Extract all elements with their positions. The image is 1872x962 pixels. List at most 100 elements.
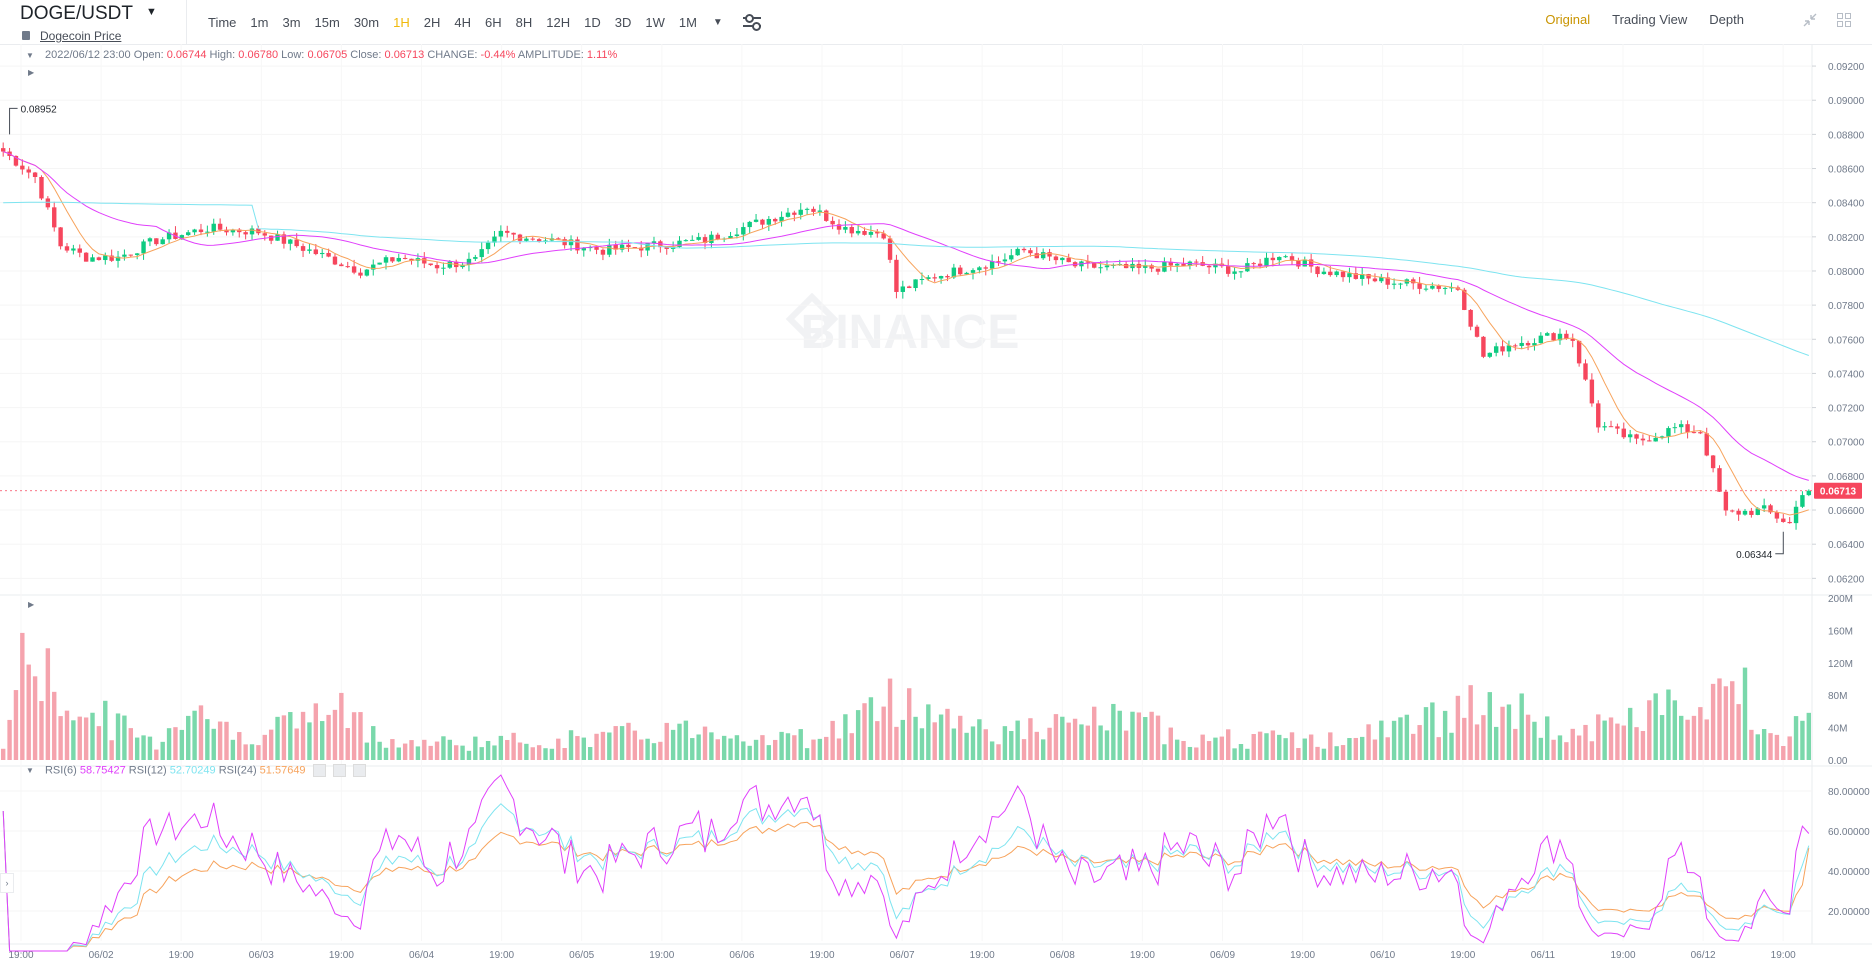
interval-3m[interactable]: 3m	[282, 14, 301, 30]
candle-body	[511, 232, 516, 235]
volume-bar	[511, 732, 516, 760]
interval-time[interactable]: Time	[208, 14, 237, 30]
interval-1d[interactable]: 1D	[584, 14, 601, 30]
volume-bar	[728, 738, 733, 760]
candle-body	[1589, 379, 1595, 404]
interval-1m[interactable]: 1M	[678, 14, 697, 30]
volume-bar	[64, 710, 70, 760]
candle-body	[926, 277, 931, 280]
legend-close-label: Close:	[350, 49, 382, 61]
grid-layout-icon[interactable]	[1836, 12, 1852, 28]
interval-2h[interactable]: 2H	[423, 14, 441, 30]
volume-bar	[556, 738, 561, 760]
more-intervals-chevron-icon[interactable]: ▼	[712, 16, 723, 28]
legend-high: 0.06780	[238, 49, 279, 61]
collapse-icon[interactable]	[1802, 12, 1818, 28]
candle-body	[1583, 363, 1588, 380]
volume-bar	[938, 714, 944, 760]
rsi-hide-button[interactable]	[332, 764, 346, 777]
interval-30m[interactable]: 30m	[353, 14, 380, 30]
volume-bar	[1353, 737, 1359, 760]
candle-body	[307, 249, 312, 251]
candle-body	[1002, 259, 1008, 262]
rsi-collapse-caret-icon[interactable]: ▼	[26, 766, 34, 776]
volume-bar	[26, 664, 31, 760]
candle-body	[479, 249, 484, 258]
volume-bar	[1098, 725, 1103, 760]
candle-body	[1500, 346, 1505, 352]
volume-bar	[1768, 733, 1773, 760]
volume-bar	[983, 729, 988, 760]
interval-6h[interactable]: 6H	[485, 14, 502, 30]
volume-bar	[320, 721, 325, 760]
view-original[interactable]: Original	[1545, 12, 1591, 27]
interval-3d[interactable]: 3D	[614, 14, 632, 30]
volume-bar	[1755, 734, 1760, 760]
volume-bar	[1774, 734, 1780, 760]
rsi-settings-button[interactable]	[312, 764, 326, 777]
candle-body	[0, 148, 6, 152]
volume-bar	[517, 742, 523, 760]
volume-expand-caret-icon[interactable]: ▶	[28, 600, 35, 609]
candle-body	[1226, 266, 1231, 274]
candle-body	[1691, 432, 1697, 434]
candle-body	[900, 286, 906, 292]
volume-bar	[96, 726, 102, 760]
volume-bar	[243, 744, 248, 760]
price-tick-label: 0.07000	[1828, 438, 1865, 449]
view-depth[interactable]: Depth	[1709, 12, 1744, 27]
interval-1m[interactable]: 1m	[250, 14, 269, 30]
time-tick-label: 19:00	[1290, 950, 1315, 961]
volume-bar	[1136, 712, 1142, 760]
chevron-down-icon[interactable]: ▼	[146, 6, 157, 18]
candle-body	[1576, 340, 1582, 364]
symbol-title[interactable]: DOGE/USDT	[20, 3, 133, 24]
volume-bar	[1079, 724, 1084, 760]
volume-bar	[658, 741, 663, 760]
volume-bar	[1289, 732, 1295, 760]
interval-8h[interactable]: 8H	[515, 14, 533, 30]
price-tick-label: 0.07400	[1828, 369, 1865, 380]
candle-body	[1525, 342, 1531, 346]
candle-body	[1685, 424, 1690, 433]
symbol-selector[interactable]: DOGE/USDT ▼ Dogecoin Price	[0, 0, 187, 44]
price-chart[interactable]: BINANCE 0.09200 0.09000 0.08800 0.08600 0.084…	[0, 44, 1872, 962]
rsi24-label: RSI(24)	[218, 764, 257, 777]
rsi-close-button[interactable]	[352, 764, 366, 777]
indicator-settings-icon[interactable]	[742, 14, 761, 31]
time-tick-label: 06/08	[1050, 950, 1075, 961]
candle-body	[530, 238, 535, 240]
candle-body	[230, 229, 236, 233]
candle-body	[556, 238, 561, 240]
volume-bar	[1238, 744, 1244, 760]
interval-15m[interactable]: 15m	[314, 14, 340, 30]
candle-body	[1143, 265, 1148, 268]
volume-bar	[543, 748, 548, 760]
interval-12h[interactable]: 12H	[546, 14, 571, 30]
candle-body	[1347, 273, 1352, 278]
price-link[interactable]: Dogecoin Price	[40, 29, 122, 43]
expand-caret-icon[interactable]: ▶	[28, 68, 35, 77]
volume-bar	[415, 746, 421, 760]
candle-body	[192, 229, 197, 233]
candle-body	[1372, 278, 1378, 282]
interval-4h[interactable]: 4H	[454, 14, 471, 30]
interval-1h[interactable]: 1H	[393, 14, 410, 30]
volume-bar	[192, 710, 197, 760]
collapse-caret-icon[interactable]: ▼	[26, 51, 34, 60]
price-tick-label: 0.08600	[1828, 165, 1865, 176]
candle-body	[281, 234, 287, 244]
volume-bar	[1047, 727, 1052, 760]
candle-body	[1206, 265, 1212, 268]
side-panel-toggle[interactable]: ›	[0, 873, 14, 893]
view-trading-view[interactable]: Trading View	[1612, 12, 1688, 27]
candle-body	[71, 248, 76, 251]
interval-1w[interactable]: 1W	[645, 14, 665, 30]
candle-body	[134, 253, 140, 255]
volume-bar	[1340, 745, 1346, 760]
interval-bar: Time 1m 3m 15m 30m 1H 2H 4H 6H 8H 12H 1D 3D 1W 1M ▼	[208, 12, 761, 32]
volume-bar	[1366, 724, 1371, 760]
volume-bar	[1500, 706, 1505, 760]
candle-body	[702, 237, 708, 244]
volume-bar	[473, 736, 478, 760]
